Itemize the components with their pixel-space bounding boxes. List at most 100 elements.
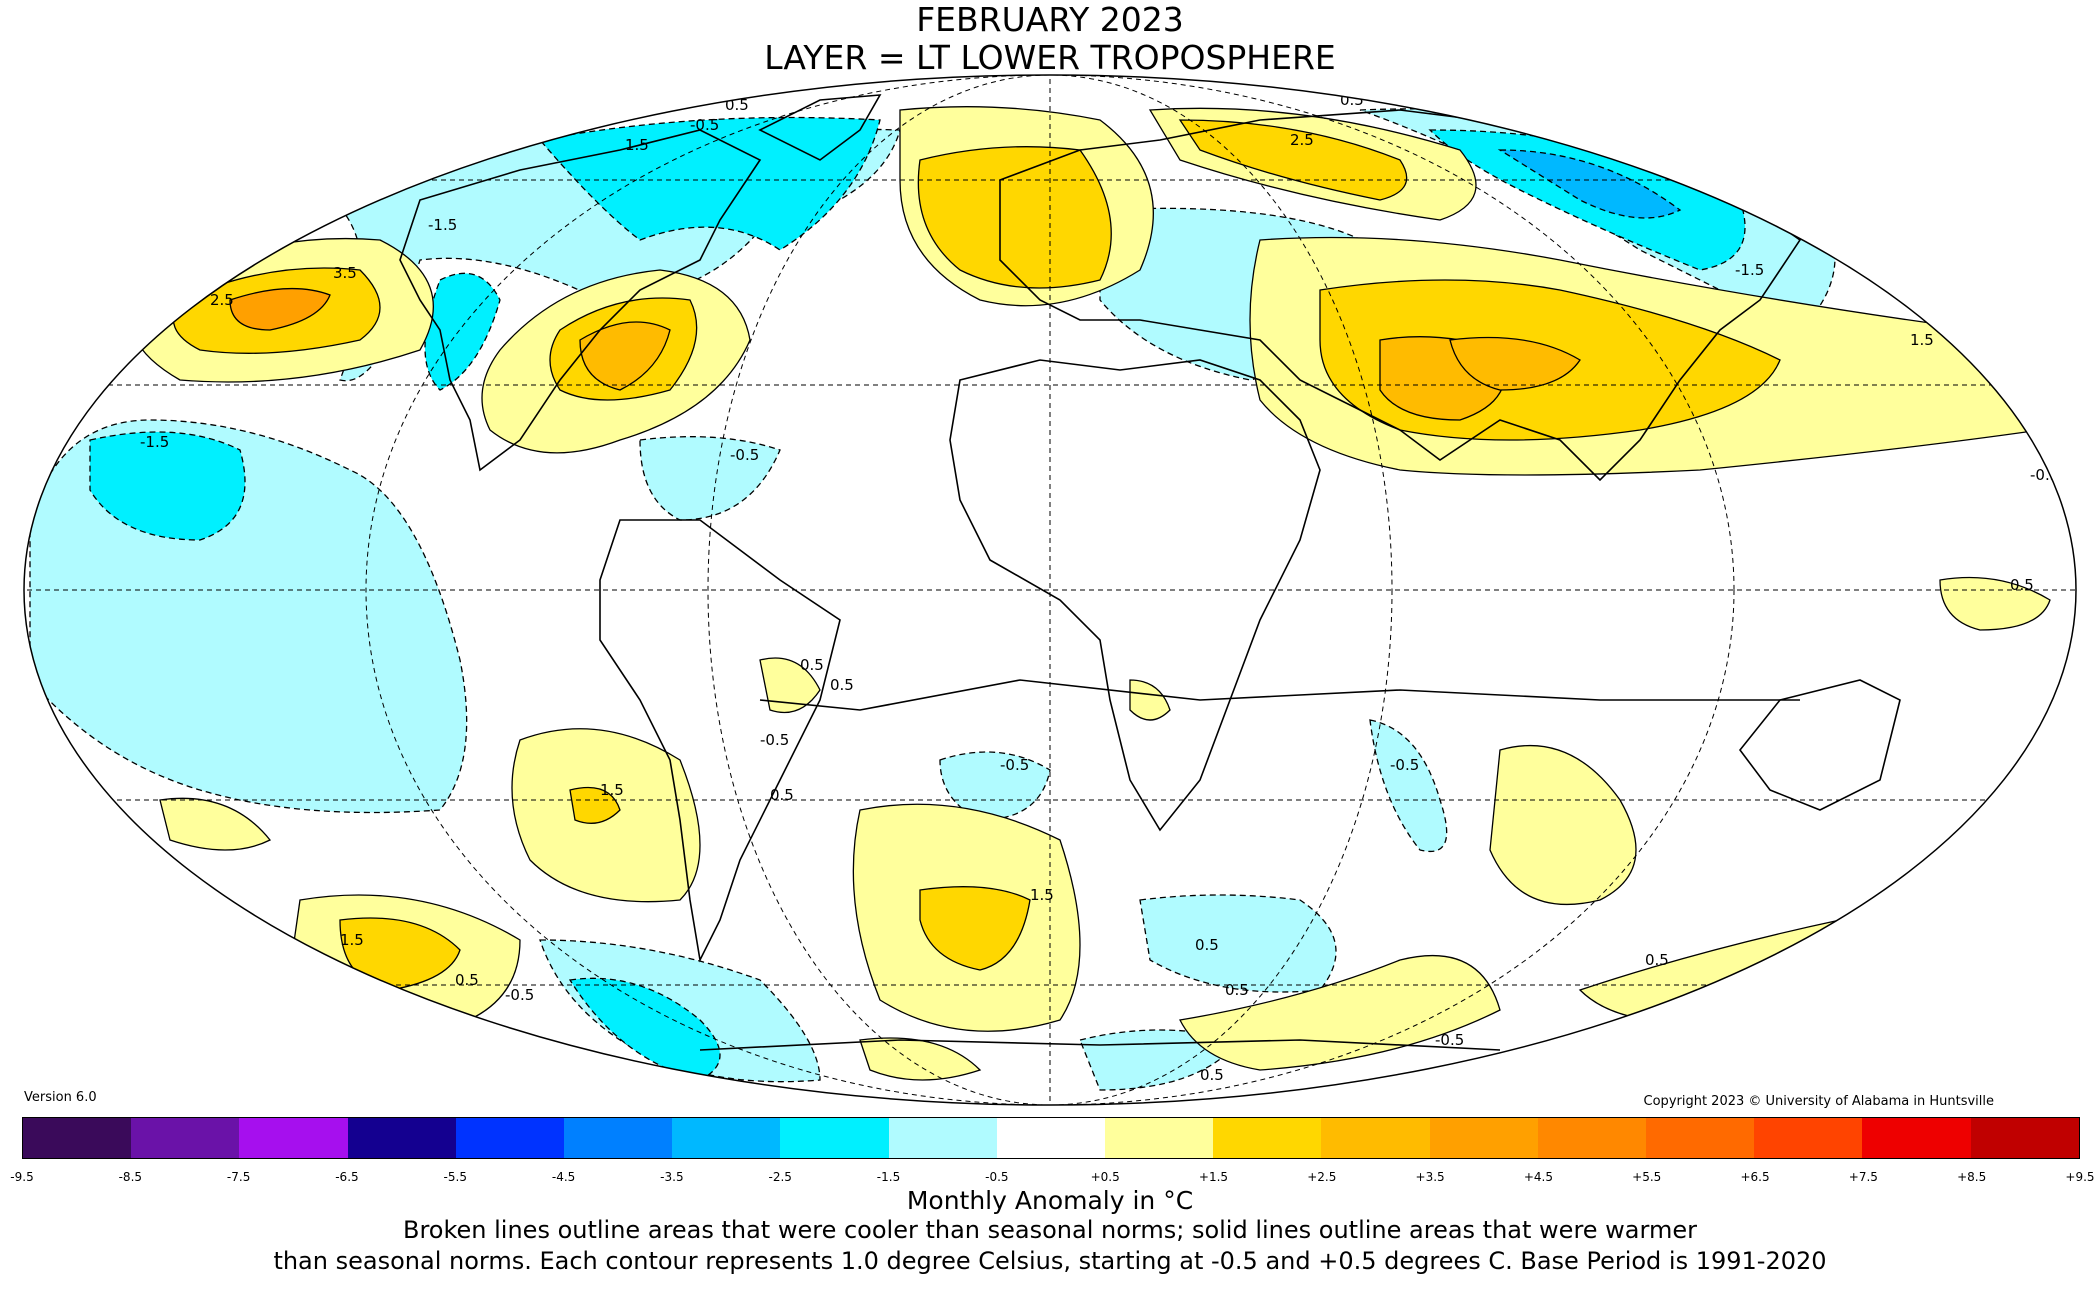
colorbar-segment xyxy=(1105,1118,1214,1158)
cool-region xyxy=(424,272,501,391)
cool-region xyxy=(89,431,246,541)
warm-region xyxy=(569,786,621,824)
coastlines xyxy=(399,94,1901,1051)
colorbar-segment xyxy=(1213,1118,1322,1158)
contour-label: -0.5 xyxy=(1435,1031,1464,1049)
warm-region xyxy=(1489,744,1637,906)
contour-label: 0.5 xyxy=(830,676,854,694)
contour-label: 1.5 xyxy=(1030,886,1054,904)
colorbar-tick-label: +3.5 xyxy=(1415,1170,1445,1184)
contour-labels: 0.5 -0.5 1.5 2.5 3.5 -1.5 0.5 0.5 -0.5 1.5 -0.5 -1.… xyxy=(140,91,2059,1084)
colorbar-tick-label: -2.5 xyxy=(768,1170,792,1184)
map-title: FEBRUARY 2023 xyxy=(916,0,1184,39)
contour-label: 0.5 xyxy=(1200,1066,1224,1084)
contour-label: 1.5 xyxy=(625,136,649,154)
cool-region xyxy=(568,977,721,1081)
colorbar-tick-label: -7.5 xyxy=(226,1170,251,1184)
warm-region xyxy=(917,146,1112,289)
colorbar-tick-label: -9.5 xyxy=(10,1170,34,1184)
cool-region xyxy=(639,436,781,521)
contour-label: 1.5 xyxy=(340,931,364,949)
cool-region xyxy=(1139,894,1337,993)
contour-label: 0.5 xyxy=(2010,576,2034,594)
cool-region xyxy=(1369,719,1448,852)
contour-label: 0.5 xyxy=(800,656,824,674)
colorbar-tick-label: -5.5 xyxy=(443,1170,467,1184)
colorbar xyxy=(22,1117,2080,1159)
contour-label: -0.5 xyxy=(1000,756,1029,774)
warm-region xyxy=(1129,679,1171,721)
contour-label: 0.5 xyxy=(770,786,794,804)
contour-label: -0.5 xyxy=(690,116,719,134)
colorbar-segment xyxy=(1862,1118,1971,1158)
colorbar-segment xyxy=(564,1118,673,1158)
colorbar-segment xyxy=(1429,1118,1538,1158)
contour-label: -1.5 xyxy=(140,433,169,451)
cool-region xyxy=(939,751,1051,821)
warm-region xyxy=(579,321,671,391)
colorbar-segment xyxy=(131,1118,240,1158)
version-label: Version 6.0 xyxy=(24,1090,97,1105)
colorbar-tick-label: +2.5 xyxy=(1307,1170,1337,1184)
colorbar-segment xyxy=(672,1118,781,1158)
contour-label: -0.5 xyxy=(2030,466,2059,484)
colorbar-segment xyxy=(239,1118,348,1158)
colorbar-tick-label: -6.5 xyxy=(335,1170,359,1184)
warm-region xyxy=(1939,576,2051,631)
contour-label: 3.5 xyxy=(333,264,357,282)
note-line-1: Broken lines outline areas that were coo… xyxy=(403,1216,1697,1244)
colorbar-tick-label: +7.5 xyxy=(1848,1170,1878,1184)
contour-label: 0.5 xyxy=(1195,936,1219,954)
cool-region xyxy=(1497,149,1682,219)
contour-label: 0.5 xyxy=(1645,951,1669,969)
warm-region xyxy=(229,287,331,331)
colorbar-tick-label: +4.5 xyxy=(1523,1170,1553,1184)
warm-region xyxy=(859,1037,982,1081)
contour-label: -0.5 xyxy=(505,986,534,1004)
anomaly-fields: 0.5 -0.5 1.5 2.5 3.5 -1.5 0.5 0.5 -0.5 1.5 -0.5 -1.… xyxy=(24,75,2076,1105)
colorbar-tick-label: -1.5 xyxy=(876,1170,901,1184)
contour-label: 1.5 xyxy=(1910,331,1934,349)
contour-label: -1.5 xyxy=(428,216,457,234)
contour-label: 0.5 xyxy=(1225,981,1249,999)
colorbar-ticks: -9.5 -8.5 -7.5 -6.5 -5.5 -4.5 -3.5 -2.5 -1.5 -0.5… xyxy=(10,1170,2094,1186)
colorbar-segment xyxy=(1537,1118,1647,1158)
warm-region xyxy=(919,886,1031,971)
colorbar-tick-label: +9.5 xyxy=(2065,1170,2095,1184)
cool-anomaly-regions xyxy=(29,108,1836,1091)
contour-label: -0.5 xyxy=(1390,756,1419,774)
colorbar-tick-label: +1.5 xyxy=(1198,1170,1229,1184)
colorbar-tick-label: -0.5 xyxy=(985,1170,1009,1184)
colorbar-segment xyxy=(1970,1118,2079,1158)
cool-region xyxy=(538,116,881,251)
contour-label: 2.5 xyxy=(210,291,234,309)
contour-label: -1.5 xyxy=(235,216,264,234)
colorbar-segment xyxy=(1321,1118,1430,1158)
colorbar-tick-label: -4.5 xyxy=(551,1170,576,1184)
map-outline xyxy=(23,74,2077,1106)
contour-label: -0.5 xyxy=(760,731,789,749)
colorbar-tick-label: +6.5 xyxy=(1740,1170,1770,1184)
contour-label: 0.5 xyxy=(1340,91,1364,109)
colorbar-segment xyxy=(347,1118,456,1158)
warm-anomaly-regions xyxy=(130,106,2051,1081)
colorbar-tick-label: -8.5 xyxy=(118,1170,143,1184)
colorbar-segment xyxy=(23,1118,132,1158)
unit-label: Monthly Anomaly in °C xyxy=(906,1186,1194,1215)
colorbar-segment xyxy=(1754,1118,1863,1158)
colorbar-segment xyxy=(780,1118,889,1158)
contour-label: 1.5 xyxy=(600,781,624,799)
colorbar-segment xyxy=(996,1118,1106,1158)
colorbar-tick-label: +8.5 xyxy=(1957,1170,1987,1184)
note-line-2: than seasonal norms. Each contour repres… xyxy=(273,1247,1827,1275)
warm-region xyxy=(759,657,821,714)
warm-region xyxy=(1449,336,1581,391)
colorbar-segment xyxy=(888,1118,997,1158)
colorbar-tick-label: +5.5 xyxy=(1632,1170,1662,1184)
map-subtitle: LAYER = LT LOWER TROPOSPHERE xyxy=(764,38,1336,77)
colorbar-segment xyxy=(1646,1118,1755,1158)
contour-label: -0.5 xyxy=(730,446,759,464)
contour-label: 0.5 xyxy=(200,251,224,269)
contour-label: -1.5 xyxy=(1735,261,1764,279)
